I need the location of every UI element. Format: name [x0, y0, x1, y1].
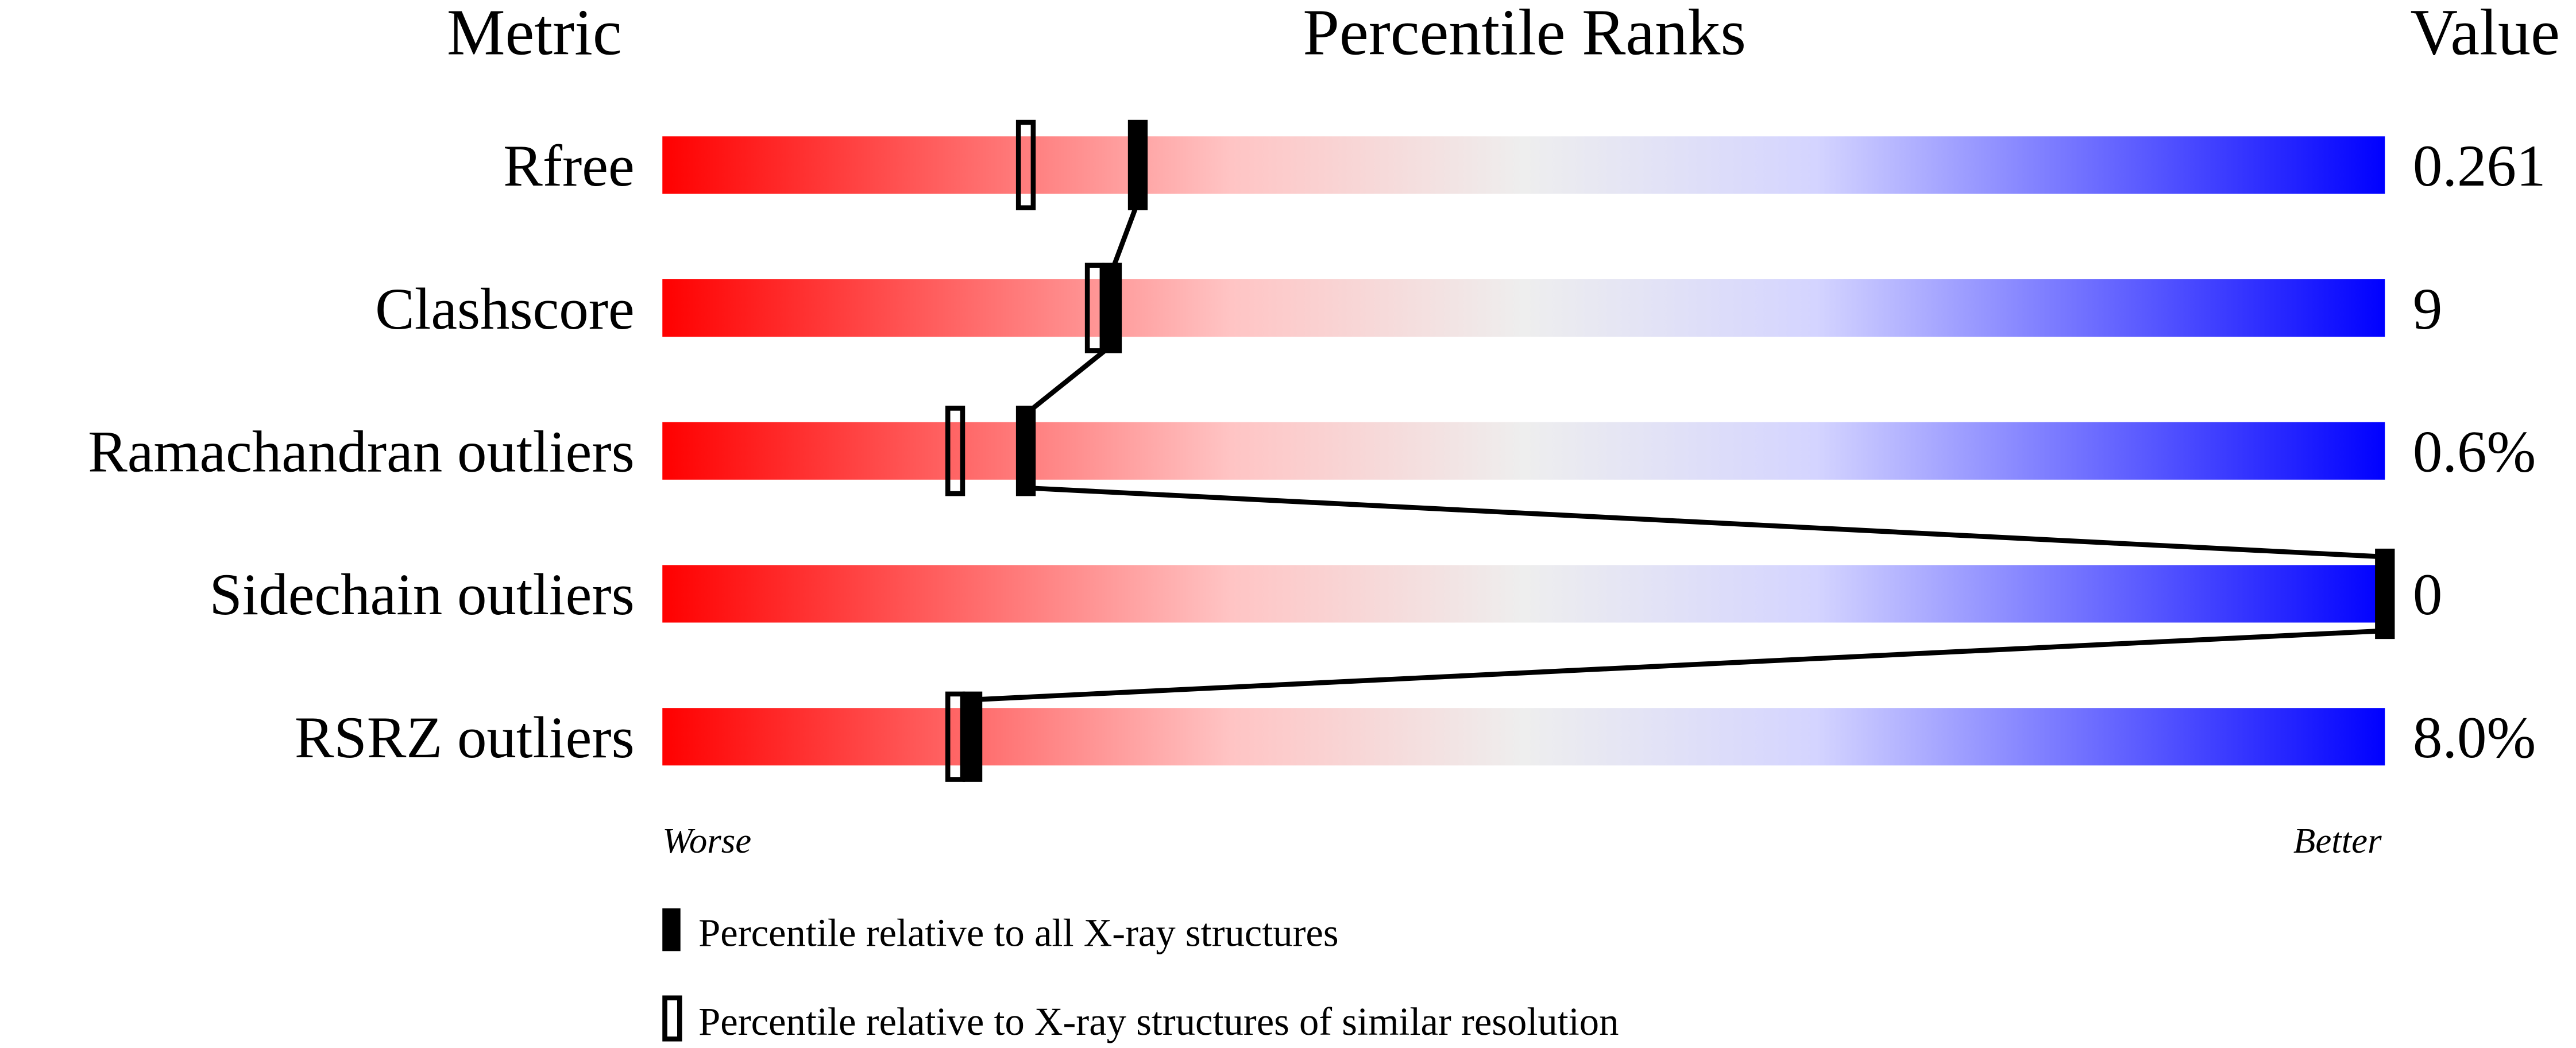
metric-label-sidechain-outliers: Sidechain outliers	[209, 562, 634, 627]
axis-label-worse: Worse	[662, 820, 751, 861]
marker-all-ramachandran-outliers	[1015, 406, 1036, 496]
header-value: Value	[2410, 0, 2559, 68]
percentile-bar-rsrz-outliers	[662, 708, 2385, 766]
marker-all-sidechain-outliers	[2375, 548, 2395, 639]
percentile-bar-sidechain-outliers	[662, 565, 2385, 623]
connector-line	[1024, 343, 1114, 416]
legend-filled-marker	[662, 908, 681, 951]
percentile-bar-ramachandran-outliers	[662, 422, 2385, 480]
metric-value-clashscore: 9	[2413, 276, 2442, 342]
connector-line	[1025, 485, 2385, 560]
metric-value-rfree: 0.261	[2413, 133, 2546, 199]
marker-all-rfree	[1127, 120, 1148, 210]
percentile-bar-rfree	[662, 136, 2385, 194]
metric-label-rfree: Rfree	[503, 133, 635, 199]
marker-all-rsrz-outliers	[962, 691, 983, 782]
connector-line	[1109, 201, 1140, 272]
metric-label-ramachandran-outliers: Ramachandran outliers	[88, 419, 635, 485]
connector-line	[972, 628, 2385, 703]
marker-all-clashscore	[1102, 263, 1122, 353]
metric-label-clashscore: Clashscore	[375, 276, 635, 342]
axis-label-better: Better	[2293, 820, 2382, 861]
header-percentile-ranks: Percentile Ranks	[1303, 0, 1746, 68]
legend-label-similar: Percentile relative to X-ray structures …	[698, 1000, 1619, 1043]
metric-value-sidechain-outliers: 0	[2413, 562, 2442, 627]
metric-value-ramachandran-outliers: 0.6%	[2413, 419, 2536, 485]
header-metric: Metric	[447, 0, 622, 68]
legend-outline-marker	[662, 995, 682, 1042]
legend-label-all: Percentile relative to all X-ray structu…	[698, 911, 1338, 955]
metric-label-rsrz-outliers: RSRZ outliers	[295, 705, 635, 770]
metric-value-rsrz-outliers: 8.0%	[2413, 705, 2536, 770]
marker-similar-rfree	[1015, 120, 1036, 210]
marker-similar-ramachandran-outliers	[945, 406, 965, 496]
percentile-bar-clashscore	[662, 279, 2385, 337]
